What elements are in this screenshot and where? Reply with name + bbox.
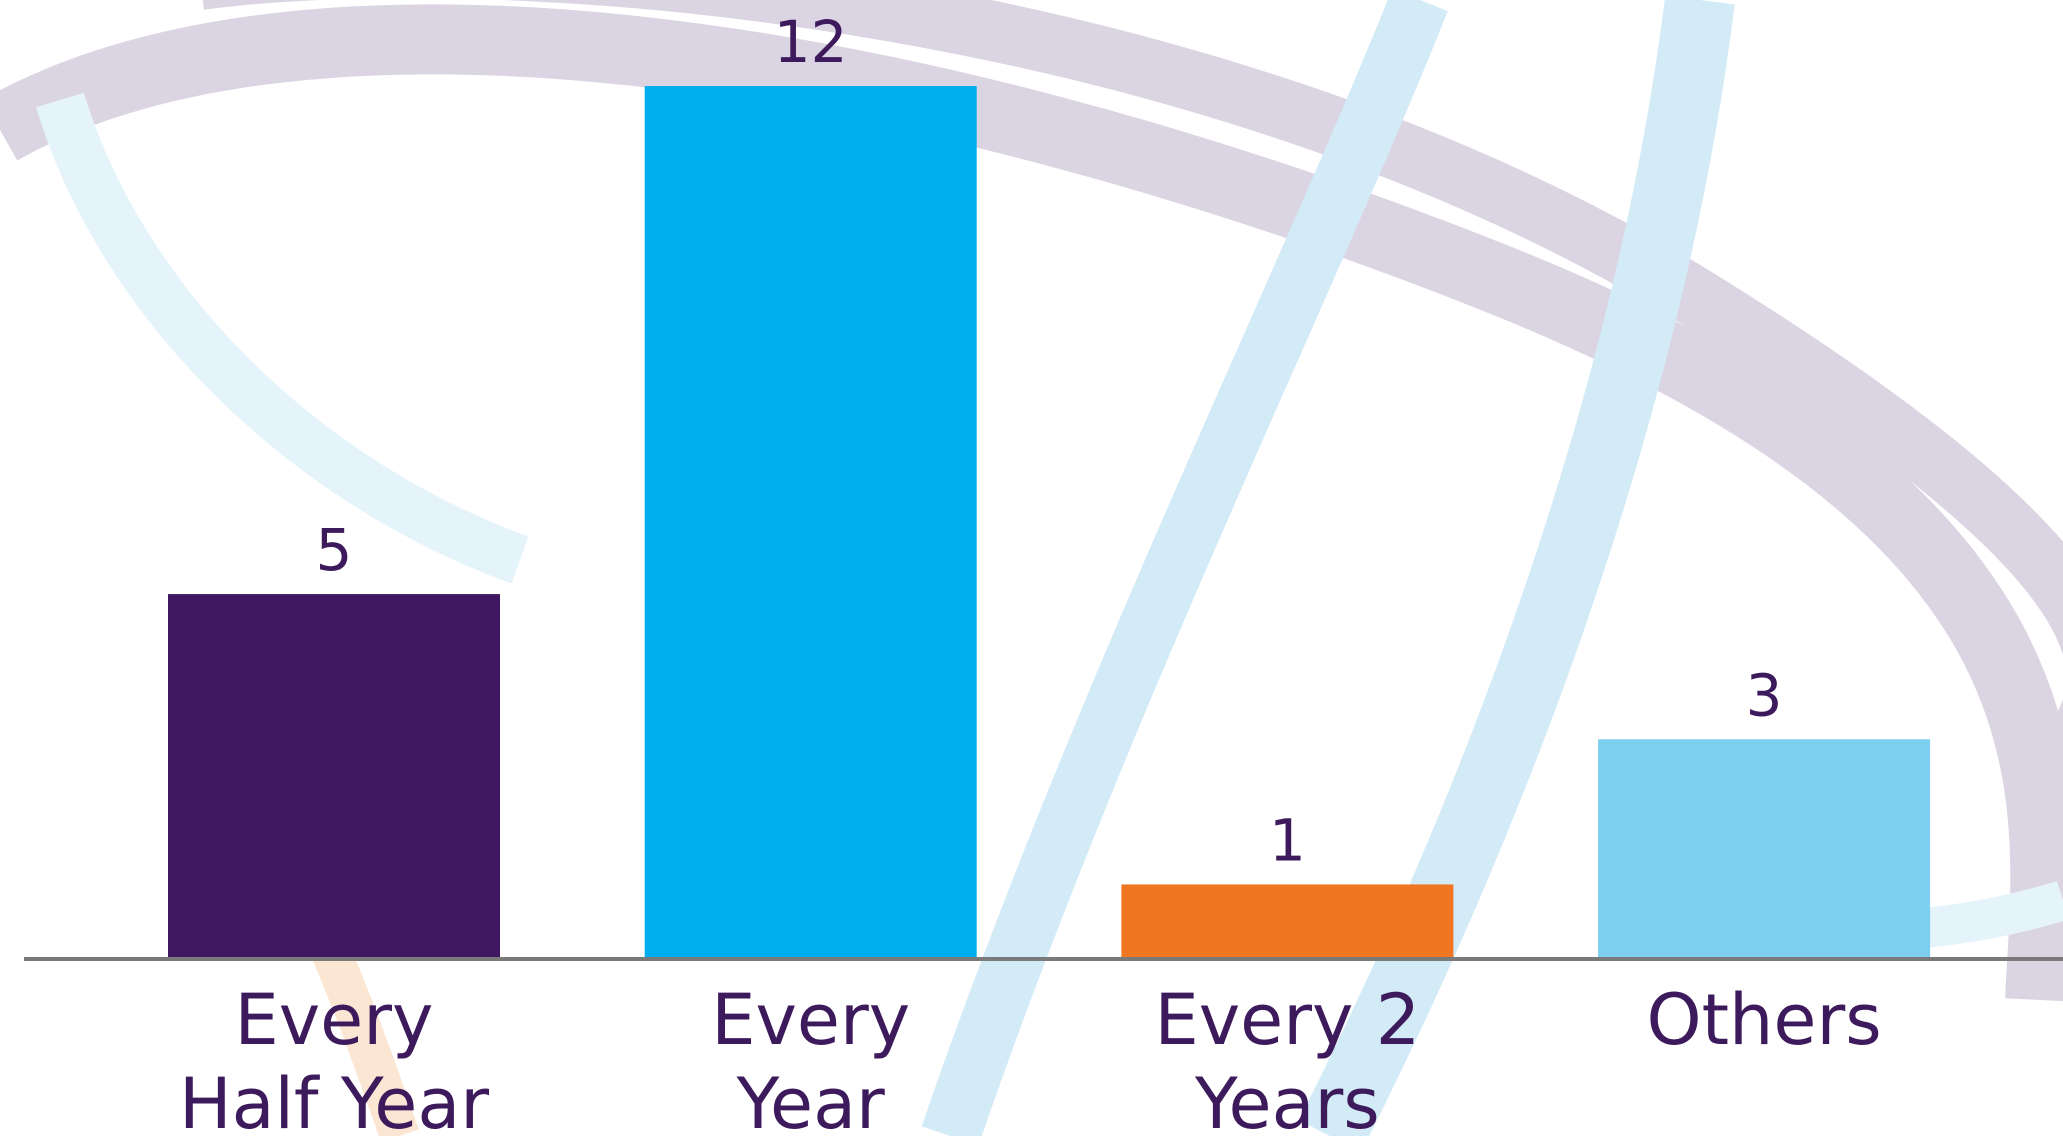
x-tick-label: Half Year [179, 1063, 489, 1136]
x-tick-label: Year [736, 1063, 885, 1136]
value-label: 3 [1746, 661, 1783, 729]
x-tick-label: Others [1646, 979, 1881, 1061]
value-label: 12 [774, 8, 848, 76]
x-tick-label: Every 2 [1155, 979, 1421, 1061]
x-tick-label: Years [1194, 1063, 1380, 1136]
bar [168, 594, 500, 957]
bar [1598, 739, 1931, 957]
x-tick-label: Every [235, 979, 434, 1061]
bar [644, 86, 977, 957]
value-label: 5 [316, 516, 353, 584]
value-label: 1 [1269, 806, 1306, 874]
x-tick-label: Every [711, 979, 910, 1061]
bar [1121, 884, 1454, 957]
